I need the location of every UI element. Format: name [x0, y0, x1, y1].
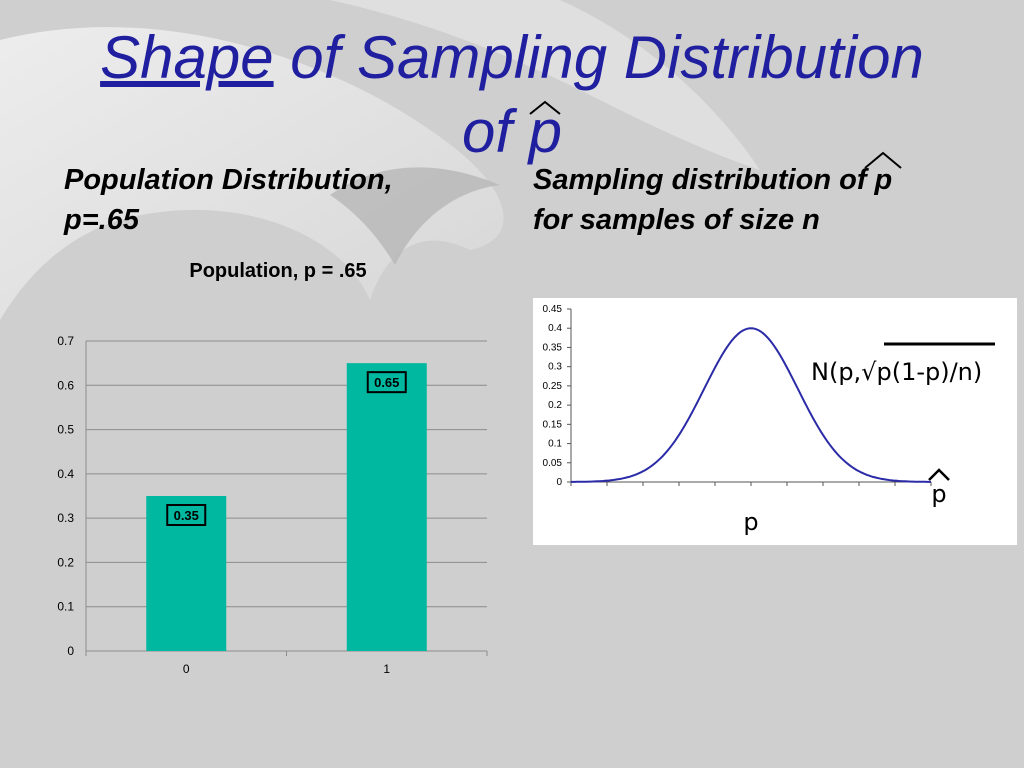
background-swoosh-shadow: [330, 167, 500, 265]
population-heading-line2: p=.65: [64, 204, 139, 236]
population-heading-line1: Population Distribution,: [64, 164, 393, 196]
sampling-heading-line1: Sampling distribution of p: [533, 151, 1003, 200]
title-line2-prefix: of: [461, 98, 512, 165]
y-tick-label: 0.4: [57, 467, 74, 481]
hat-icon: [864, 151, 903, 169]
data-label: 0.65: [374, 375, 399, 390]
sampling-heading-variable: p: [874, 164, 893, 196]
sampling-curve-panel: 0 0.05 0.1 0.15 0.2 0.25 0.3 0.35 0.4 0.45 p p N(p,√…: [533, 298, 1017, 545]
bar: [146, 496, 227, 651]
y-tick-label: 0.4: [548, 323, 562, 334]
slide-title-line2: of p: [0, 98, 1024, 166]
y-tick-label: 0.2: [57, 555, 74, 569]
normal-curve: [571, 327, 931, 483]
title-p-hat: p: [529, 98, 562, 166]
bar-chart-title: Population, p = .65: [189, 260, 367, 282]
y-tick-label: 0.5: [57, 423, 74, 437]
population-heading: Population Distribution, p=.65: [64, 160, 484, 240]
x-tick-label: 1: [383, 662, 390, 676]
x-tick-label: 0: [183, 662, 190, 676]
y-tick-label: 0: [556, 477, 562, 488]
y-tick-label: 0.15: [543, 419, 563, 430]
y-tick-label: 0.05: [543, 458, 563, 469]
y-tick-label: 0.6: [57, 378, 74, 392]
y-tick-label: 0: [67, 644, 74, 658]
population-bar-chart: 0 0.1 0.2 0.3 0.4 0.5 0.6 0.7 0 0.35 1 0.65: [57, 334, 488, 676]
title-text: of Sampling Distribution: [290, 24, 924, 91]
background-swoosh: [0, 27, 504, 321]
y-tick-label: 0.2: [548, 400, 562, 411]
sampling-heading-prefix: Sampling distribution of: [533, 164, 867, 196]
x-axis-label: p: [743, 508, 758, 536]
bar: [346, 363, 427, 651]
hat-icon: [928, 468, 950, 481]
y-tick-label: 0.1: [57, 600, 74, 614]
data-label-box: [366, 371, 407, 394]
title-variable: p: [528, 98, 563, 165]
data-label: 0.35: [174, 508, 199, 523]
y-tick-label: 0.7: [57, 334, 74, 348]
sampling-p-hat: p: [864, 151, 903, 200]
sampling-heading: Sampling distribution of p for samples o…: [533, 151, 1003, 240]
y-tick-label: 0.1: [548, 439, 562, 450]
data-label-box: [166, 504, 207, 526]
hat-icon: [529, 100, 561, 115]
curve-end-label: p: [931, 480, 946, 508]
y-tick-label: 0.25: [543, 381, 563, 392]
sampling-heading-line2: for samples of size n: [533, 204, 820, 236]
y-tick-label: 0.45: [543, 304, 563, 315]
background-swoosh-right: [330, 0, 760, 170]
slide-title-line1: Shape of Sampling Distribution: [0, 24, 1024, 92]
title-emphasis: Shape: [100, 24, 274, 91]
y-tick-label: 0.35: [543, 342, 563, 353]
normal-annotation: N(p,√p(1-p)/n): [811, 358, 982, 386]
y-tick-label: 0.3: [548, 362, 562, 373]
sampling-curve-chart: 0 0.05 0.1 0.15 0.2 0.25 0.3 0.35 0.4 0.45 p p N(p,√…: [543, 304, 995, 536]
y-tick-label: 0.3: [57, 511, 74, 525]
